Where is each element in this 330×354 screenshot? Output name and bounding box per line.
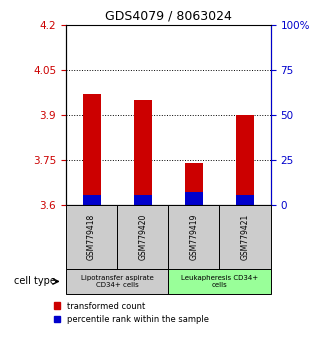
Bar xyxy=(185,163,203,192)
Bar xyxy=(236,195,254,205)
Text: Lipotransfer aspirate
CD34+ cells: Lipotransfer aspirate CD34+ cells xyxy=(81,275,153,288)
Title: GDS4079 / 8063024: GDS4079 / 8063024 xyxy=(105,9,232,22)
Bar xyxy=(134,100,152,195)
Text: GSM779421: GSM779421 xyxy=(241,214,249,260)
Bar xyxy=(236,115,254,195)
Text: GSM779418: GSM779418 xyxy=(87,214,96,260)
Text: GSM779419: GSM779419 xyxy=(189,214,198,261)
Bar xyxy=(82,195,101,205)
Bar xyxy=(134,195,152,205)
Text: Leukapheresis CD34+
cells: Leukapheresis CD34+ cells xyxy=(181,275,258,288)
Legend: transformed count, percentile rank within the sample: transformed count, percentile rank withi… xyxy=(54,302,209,324)
Text: cell type: cell type xyxy=(14,276,56,286)
Text: GSM779420: GSM779420 xyxy=(138,214,147,261)
Bar xyxy=(82,94,101,195)
Bar xyxy=(185,192,203,205)
